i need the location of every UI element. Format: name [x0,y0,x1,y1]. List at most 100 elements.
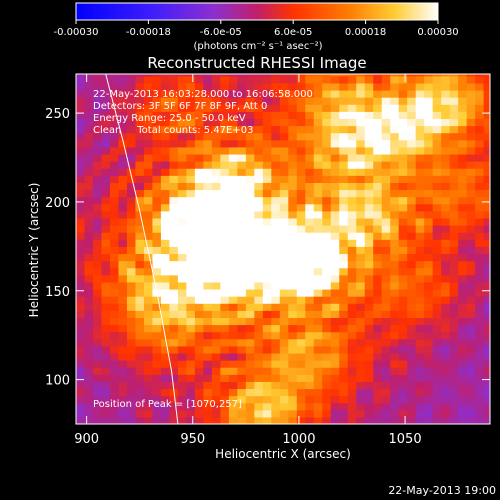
heatmap-cell [152,345,162,354]
heatmap-cell [458,75,468,84]
heatmap-cell [466,75,476,84]
heatmap-cell [339,288,349,297]
heatmap-cell [424,182,434,191]
heatmap-cell [109,260,120,269]
heatmap-cell [203,175,213,183]
heatmap-cell [347,281,357,290]
heatmap-cell [135,416,145,424]
heatmap-cell [262,182,272,191]
heatmap-cell [135,288,145,297]
heatmap-cell [211,274,221,283]
heatmap-cell [364,89,374,98]
heatmap-cell [279,374,289,382]
heatmap-cell [76,388,86,397]
heatmap-cell [322,111,332,120]
heatmap-cell [415,210,425,219]
heatmap-cell [339,111,349,120]
heatmap-cell [92,345,103,354]
heatmap-cell [211,182,221,191]
heatmap-cell [475,288,485,297]
heatmap-cell [118,168,128,176]
heatmap-cell [322,274,332,283]
heatmap-cell [390,381,400,390]
heatmap-cell [169,89,179,98]
heatmap-cell [415,153,425,162]
heatmap-cell [483,253,490,262]
heatmap-cell [458,210,468,219]
heatmap-cell [458,217,468,226]
heatmap-cell [169,352,179,361]
heatmap-cell [126,104,137,112]
heatmap-cell [279,118,289,127]
heatmap-cell [126,281,137,290]
heatmap-cell [432,97,442,105]
heatmap-cell [347,225,357,233]
heatmap-cell [347,82,357,91]
heatmap-cell [262,246,272,255]
heatmap-cell [177,175,187,183]
heatmap-cell [160,388,171,397]
heatmap-cell [92,153,103,162]
heatmap-cell [373,345,383,354]
heatmap-cell [390,217,400,226]
heatmap-cell [475,203,485,212]
heatmap-cell [194,296,204,304]
heatmap-cell [305,203,315,212]
heatmap-cell [143,182,154,191]
heatmap-cell [364,331,374,340]
heatmap-cell [313,74,323,77]
heatmap-cell [237,260,247,269]
heatmap-cell [296,239,306,247]
heatmap-cell [322,196,332,205]
heatmap-cell [76,402,86,411]
heatmap-cell [279,104,289,112]
heatmap-cell [160,153,171,162]
heatmap-cell [169,395,179,404]
heatmap-cell [356,402,366,411]
heatmap-cell [203,324,213,333]
heatmap-cell [449,324,459,333]
heatmap-cell [76,367,86,375]
heatmap-cell [466,104,476,112]
heatmap-cell [347,104,357,112]
heatmap-cell [76,161,86,169]
heatmap-cell [237,310,247,319]
heatmap-cell [262,317,272,326]
heatmap-cell [228,303,238,311]
heatmap-cell [458,288,468,297]
heatmap-cell [92,182,103,191]
heatmap-cell [296,303,306,311]
heatmap-cell [118,395,128,404]
heatmap-cell [390,274,400,283]
heatmap-cell [373,168,383,176]
heatmap-cell [296,74,306,77]
heatmap-cell [356,288,366,297]
heatmap-cell [118,274,128,283]
heatmap-cell [415,182,425,191]
heatmap-cell [347,146,357,155]
heatmap-cell [364,281,374,290]
heatmap-cell [245,260,255,269]
heatmap-cell [475,182,485,191]
heatmap-cell [449,331,459,340]
heatmap-cell [109,217,120,226]
heatmap-cell [475,395,485,404]
heatmap-cell [177,267,187,276]
heatmap-cell [339,317,349,326]
heatmap-cell [475,274,485,283]
heatmap-cell [322,281,332,290]
heatmap-cell [177,182,187,191]
heatmap-cell [322,260,332,269]
heatmap-cell [126,225,137,233]
heatmap-cell [305,267,315,276]
heatmap-cell [76,125,86,134]
heatmap-cell [339,416,349,424]
heatmap-cell [262,82,272,91]
heatmap-cell [237,274,247,283]
heatmap-cell [84,246,94,255]
heatmap-cell [160,125,171,134]
plot-frame [75,73,491,425]
heatmap-cell [475,232,485,240]
heatmap-cell [458,82,468,91]
heatmap-cell [475,111,485,120]
